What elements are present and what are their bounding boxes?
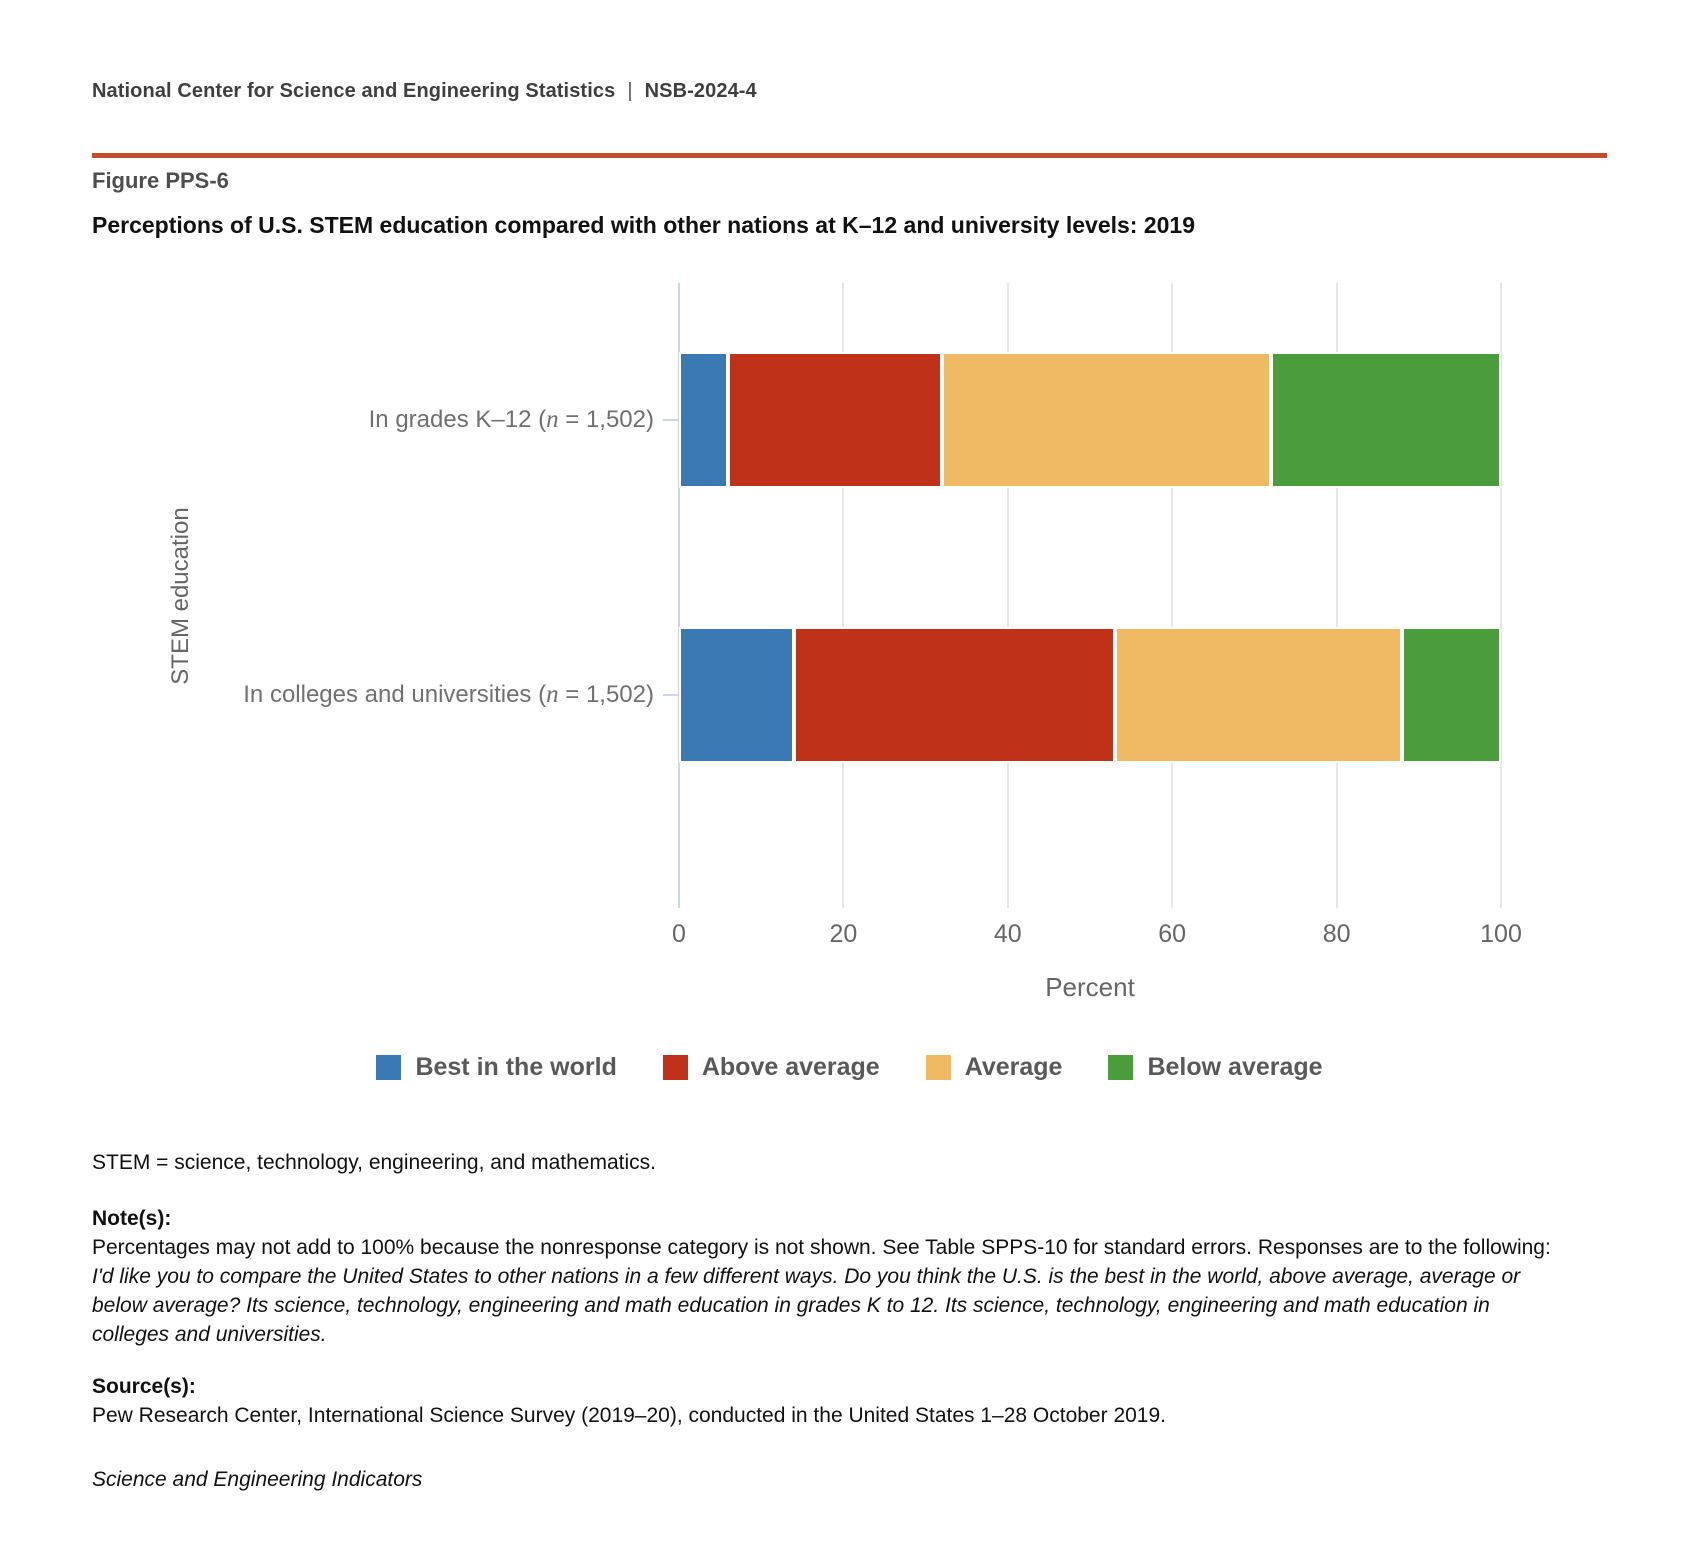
note-plain-text: Percentages may not add to 100% because … [92,1236,1551,1259]
legend-swatch-average [925,1055,951,1080]
notes-heading: Note(s): [92,1207,172,1230]
gridline [1006,283,1009,908]
gridline [1171,283,1174,908]
notes-body: Percentages may not add to 100% because … [92,1233,1557,1349]
bar-row-in-grades-k-12-n-1-502 [679,352,1501,488]
segment-average[interactable] [1114,627,1403,763]
gridline [1500,283,1502,908]
bar-row-in-colleges-and-universities-n-1-502 [679,627,1501,763]
category-axis-line [678,283,680,908]
legend-item-below-average[interactable]: Below average [1108,1053,1323,1082]
note-italic-text: I'd like you to compare the United State… [92,1265,1521,1346]
figure-label: Figure PPS-6 [92,168,229,193]
legend-swatch-above-average [662,1055,688,1080]
segment-best-in-the-world[interactable] [679,352,729,488]
legend-item-best-in-the-world[interactable]: Best in the world [376,1053,617,1082]
header-org: National Center for Science and Engineer… [92,80,616,102]
x-tick-label: 60 [1158,920,1187,948]
segment-below-average[interactable] [1270,352,1501,488]
category-label-in-colleges-and-universities-n-1-502: In colleges and universities (n = 1,502) [243,681,654,708]
legend-item-above-average[interactable]: Above average [662,1053,880,1082]
segment-best-in-the-world[interactable] [679,627,795,763]
source-heading: Source(s): [92,1375,196,1398]
legend-label: Best in the world [415,1053,617,1081]
publication-name: Science and Engineering Indicators [92,1468,423,1491]
figure-title: Perceptions of U.S. STEM education compa… [92,212,1196,238]
stem-definition: STEM = science, technology, engineering,… [92,1151,656,1174]
header-separator: | [627,80,633,102]
gridline [842,283,845,908]
legend-label: Below average [1147,1053,1323,1081]
x-tick-label: 40 [993,920,1022,948]
gridline [1335,283,1338,908]
legend-swatch-below-average [1108,1055,1134,1080]
header-report-id: NSB-2024-4 [644,80,757,102]
source-text: Pew Research Center, International Scien… [92,1404,1166,1427]
x-tick-label: 20 [829,920,858,948]
category-label-in-grades-k-12-n-1-502: In grades K–12 (n = 1,502) [368,406,654,433]
legend-item-average[interactable]: Average [925,1053,1063,1082]
legend-label: Above average [701,1053,880,1081]
plot-area [678,283,1502,908]
x-tick-label: 100 [1480,920,1522,948]
x-tick-label: 80 [1322,920,1351,948]
segment-below-average[interactable] [1402,627,1501,763]
x-axis-title: Percent [1045,972,1135,1002]
report-header: National Center for Science and Engineer… [92,80,757,103]
stacked-bar-chart: STEM education Percent Best in the world… [0,270,1699,1085]
x-tick-label: 0 [672,920,686,948]
segment-average[interactable] [942,352,1271,488]
category-tick [663,694,679,696]
header-rule [92,153,1607,158]
footnotes: STEM = science, technology, engineering,… [92,1148,1557,1494]
chart-legend: Best in the world Above average Average Bel… [0,1053,1699,1082]
segment-above-average[interactable] [728,352,943,488]
legend-label: Average [964,1053,1063,1081]
category-tick [663,419,679,421]
legend-swatch-best-in-the-world [376,1055,402,1080]
segment-above-average[interactable] [794,627,1115,763]
